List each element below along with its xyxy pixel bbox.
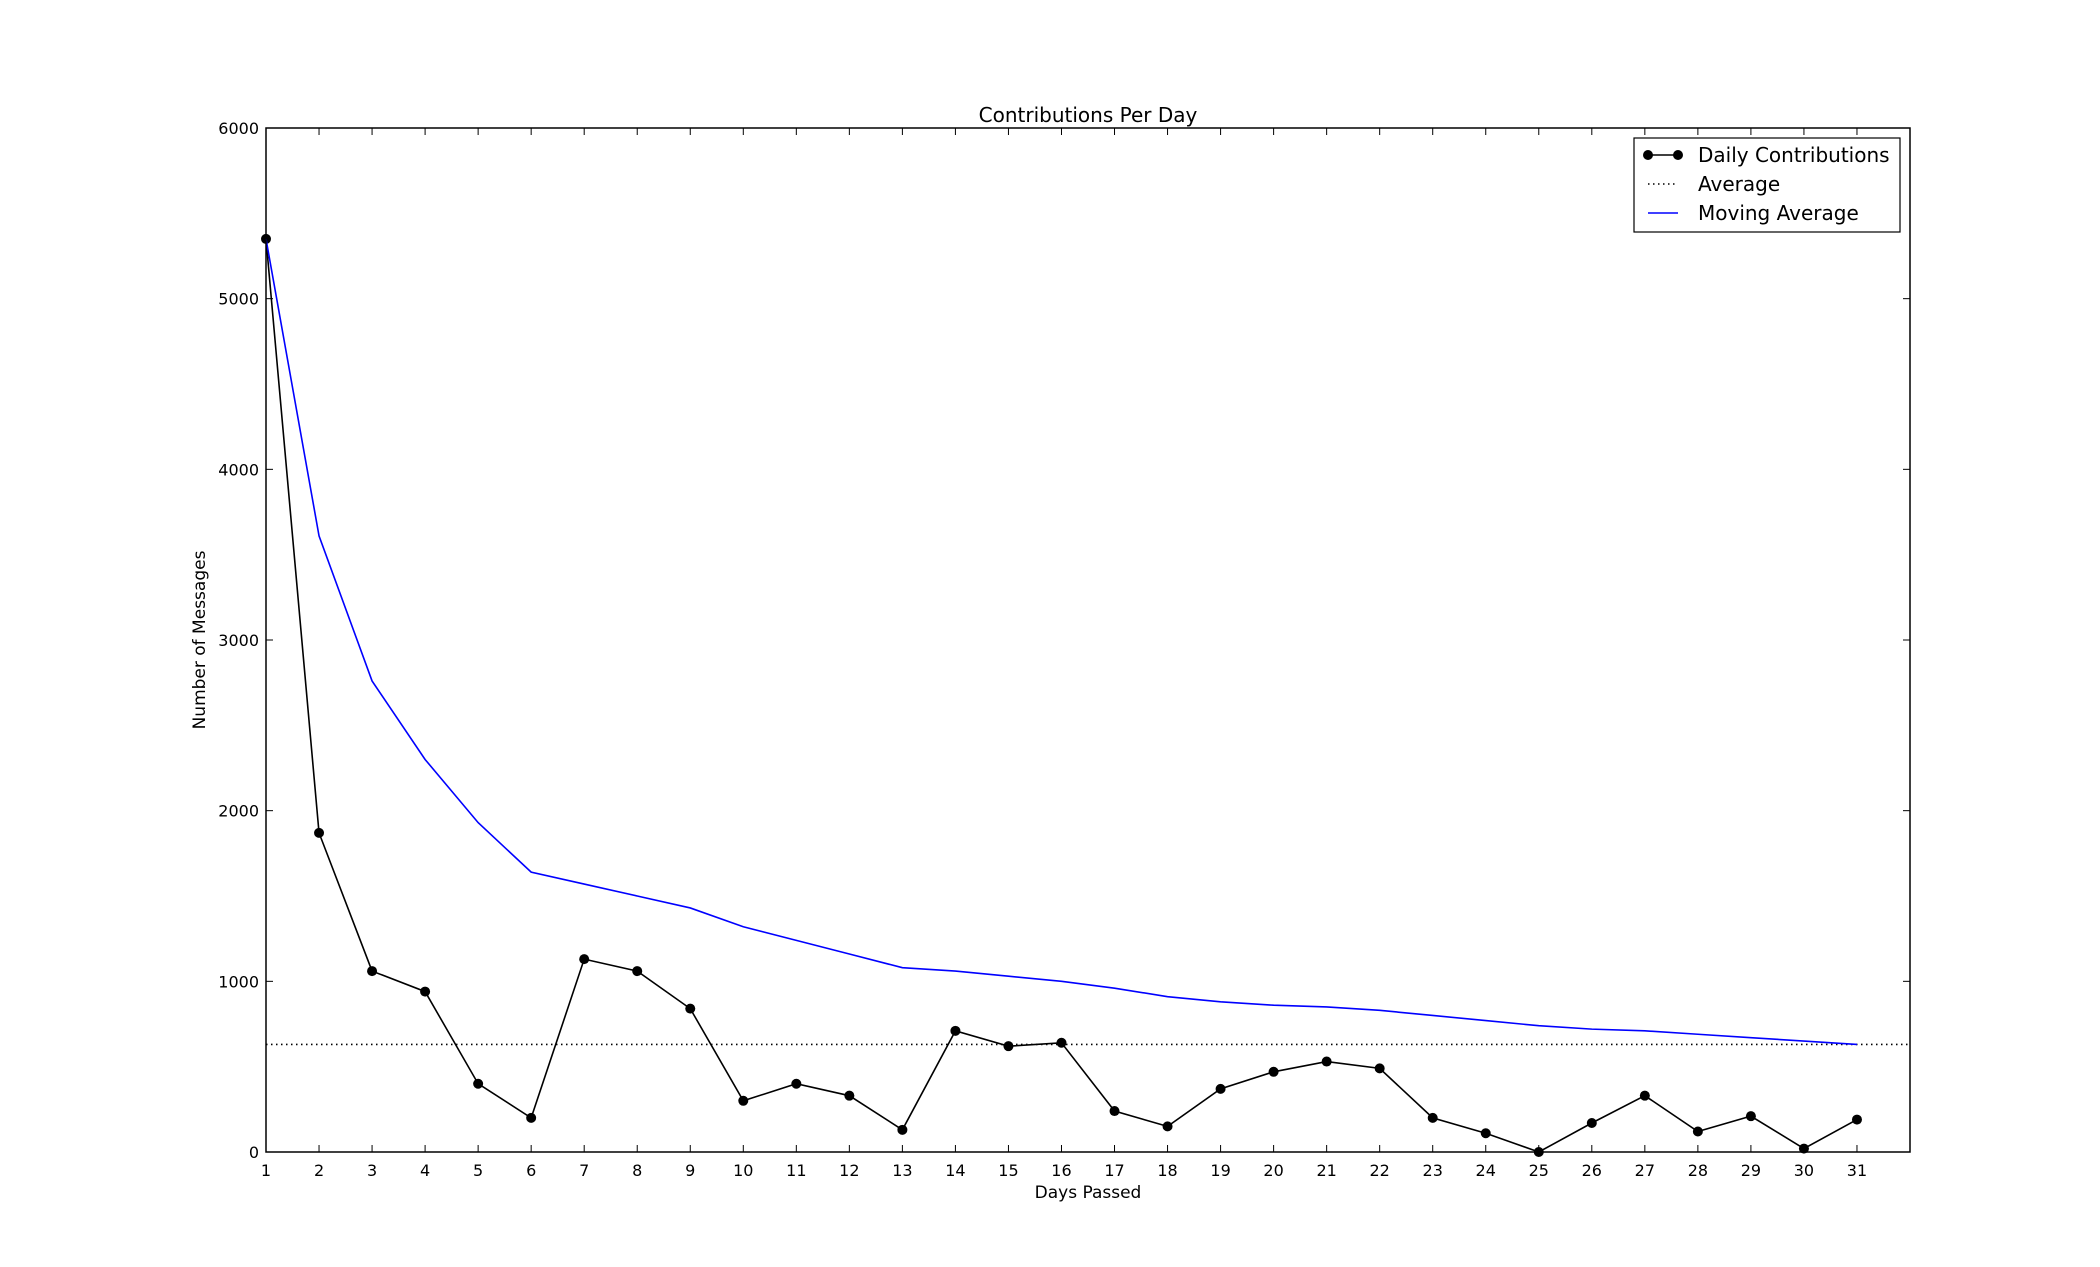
data-point	[791, 1078, 802, 1089]
y-tick-label: 0	[249, 1143, 259, 1162]
x-tick-label: 25	[1529, 1161, 1549, 1180]
data-point	[897, 1124, 908, 1135]
x-tick-label: 24	[1476, 1161, 1496, 1180]
x-tick-label: 31	[1847, 1161, 1867, 1180]
series-line-2	[265, 238, 1858, 1046]
data-point	[1056, 1037, 1067, 1048]
x-tick-label: 22	[1369, 1161, 1389, 1180]
data-point	[1374, 1063, 1385, 1074]
x-tick-label: 7	[579, 1161, 589, 1180]
legend: Daily Contributions Average Moving Average	[1633, 137, 1901, 233]
y-tick-label: 1000	[218, 972, 259, 991]
data-point	[1162, 1121, 1173, 1132]
data-point	[1215, 1083, 1226, 1094]
data-point	[1268, 1066, 1279, 1077]
x-tick-label: 4	[420, 1161, 430, 1180]
legend-label: Average	[1698, 172, 1780, 196]
data-point	[1427, 1112, 1438, 1123]
tick-layer: 1 2 3 4 5 6 7 8 9 10 11 12 13 14 15 16 17 18 19 20 21 22 23 24 2…	[218, 119, 1910, 1180]
data-point	[526, 1112, 537, 1123]
x-tick-label: 3	[367, 1161, 377, 1180]
data-point	[1692, 1126, 1703, 1137]
x-tick-label: 21	[1316, 1161, 1336, 1180]
data-point	[420, 986, 431, 997]
x-tick-label: 30	[1794, 1161, 1814, 1180]
data-point	[1480, 1128, 1491, 1139]
x-tick-label: 8	[632, 1161, 642, 1180]
series-layer	[261, 233, 1910, 1157]
chart-title: Contributions Per Day	[979, 103, 1198, 127]
y-axis-label: Number of Messages	[190, 550, 210, 729]
legend-label: Daily Contributions	[1698, 143, 1890, 167]
data-point	[950, 1025, 961, 1036]
y-tick-label: 3000	[218, 631, 259, 650]
y-tick-label: 4000	[218, 460, 259, 479]
data-point	[738, 1095, 749, 1106]
plot-frame	[265, 127, 1911, 1153]
legend-label: Moving Average	[1698, 201, 1859, 225]
x-tick-label: 2	[314, 1161, 324, 1180]
data-point	[314, 827, 325, 838]
x-tick-label: 11	[786, 1161, 806, 1180]
data-point	[367, 966, 378, 977]
data-point	[685, 1003, 696, 1014]
x-tick-label: 9	[685, 1161, 695, 1180]
data-point	[1639, 1090, 1650, 1101]
data-point	[1745, 1111, 1756, 1122]
x-tick-label: 1	[261, 1161, 271, 1180]
data-point	[1321, 1056, 1332, 1067]
data-point	[1586, 1117, 1597, 1128]
x-tick-label: 26	[1582, 1161, 1602, 1180]
x-tick-label: 15	[998, 1161, 1018, 1180]
x-tick-label: 29	[1741, 1161, 1761, 1180]
x-tick-label: 10	[733, 1161, 753, 1180]
x-tick-label: 19	[1210, 1161, 1230, 1180]
data-point	[844, 1090, 855, 1101]
y-tick-label: 6000	[218, 119, 259, 138]
x-axis-label: Days Passed	[1035, 1183, 1142, 1203]
x-tick-label: 13	[892, 1161, 912, 1180]
legend-marker	[1673, 150, 1683, 160]
x-tick-label: 5	[473, 1161, 483, 1180]
data-point	[473, 1078, 484, 1089]
data-point	[579, 954, 590, 965]
legend-marker	[1643, 150, 1653, 160]
x-tick-label: 20	[1263, 1161, 1283, 1180]
x-tick-label: 18	[1157, 1161, 1177, 1180]
data-point	[1003, 1041, 1014, 1052]
x-tick-label: 17	[1104, 1161, 1124, 1180]
data-point	[632, 966, 643, 977]
x-tick-label: 28	[1688, 1161, 1708, 1180]
x-tick-label: 6	[526, 1161, 536, 1180]
data-point	[1109, 1106, 1120, 1117]
x-tick-label: 14	[945, 1161, 965, 1180]
data-point	[1851, 1114, 1862, 1125]
x-tick-label: 16	[1051, 1161, 1071, 1180]
x-tick-label: 12	[839, 1161, 859, 1180]
y-tick-label: 2000	[218, 802, 259, 821]
x-tick-label: 23	[1423, 1161, 1443, 1180]
x-tick-label: 27	[1635, 1161, 1655, 1180]
y-tick-label: 5000	[218, 290, 259, 309]
